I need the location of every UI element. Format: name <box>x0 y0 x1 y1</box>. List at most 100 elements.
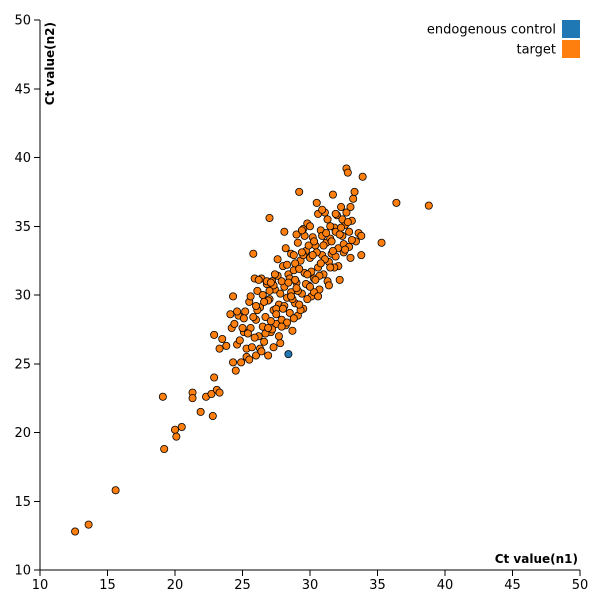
target-point <box>158 392 167 401</box>
y-tick-label: 40 <box>14 151 31 166</box>
target-point <box>231 366 240 375</box>
target-point <box>280 227 289 236</box>
target-point <box>377 238 386 247</box>
target-point <box>264 351 273 360</box>
target-point <box>295 300 304 309</box>
x-tick-label: 35 <box>369 578 386 593</box>
y-axis: 10 15 20 25 30 35 40 45 50 Ct value(n2) <box>14 14 57 579</box>
target-point <box>318 205 327 214</box>
target-point <box>335 275 344 284</box>
target-point <box>319 241 328 250</box>
target-point <box>272 310 281 319</box>
target-point <box>343 168 352 177</box>
target-point <box>84 520 93 529</box>
target-point <box>251 301 260 310</box>
target-point <box>295 187 304 196</box>
target-point <box>277 322 286 331</box>
target-point <box>327 237 336 246</box>
target-point <box>277 277 286 286</box>
target-point <box>207 389 216 398</box>
target-point <box>322 229 331 238</box>
target-point <box>260 297 269 306</box>
target-point <box>337 202 346 211</box>
x-tick-label: 10 <box>32 578 49 593</box>
target-point <box>303 270 312 279</box>
target-point <box>312 198 321 207</box>
target-point <box>229 292 238 301</box>
target-point <box>249 312 258 321</box>
target-point <box>326 263 335 272</box>
x-tick-label: 40 <box>437 578 454 593</box>
target-point <box>343 218 352 227</box>
target-point <box>241 307 250 316</box>
legend-swatch <box>562 40 580 58</box>
target-point <box>257 347 266 356</box>
y-tick-label: 15 <box>14 495 31 510</box>
target-point <box>229 358 238 367</box>
target-point <box>304 241 313 250</box>
target-point <box>246 292 255 301</box>
legend-label: endogenous control <box>427 23 556 38</box>
y-tick-label: 25 <box>14 357 31 372</box>
target-point <box>297 248 306 257</box>
target-point <box>177 422 186 431</box>
target-point <box>170 425 179 434</box>
y-tick-label: 45 <box>14 82 31 97</box>
target-point <box>308 251 317 260</box>
legend-swatch <box>562 20 580 38</box>
y-tick-label: 50 <box>14 14 31 29</box>
target-point <box>111 486 120 495</box>
target-point <box>276 289 285 298</box>
target-point <box>71 527 80 536</box>
target-point <box>345 227 354 236</box>
target-point <box>245 355 254 364</box>
target-point <box>276 339 285 348</box>
target-point <box>218 334 227 343</box>
target-point <box>237 358 246 367</box>
target-point <box>341 245 350 254</box>
target-point <box>305 222 314 231</box>
target-point <box>269 343 278 352</box>
target-point <box>347 235 356 244</box>
target-point <box>331 209 340 218</box>
target-point <box>172 432 181 441</box>
y-tick-label: 20 <box>14 426 31 441</box>
target-point <box>289 314 298 323</box>
target-point <box>287 292 296 301</box>
y-tick-label: 35 <box>14 220 31 235</box>
target-point <box>215 344 224 353</box>
target-point <box>316 259 325 268</box>
target-point <box>337 223 346 232</box>
target-point <box>293 238 302 247</box>
target-point <box>303 295 312 304</box>
x-tick-label: 30 <box>302 578 319 593</box>
target-point <box>346 253 355 262</box>
target-point <box>295 264 304 273</box>
y-tick-label: 30 <box>14 289 31 304</box>
target-point <box>326 222 335 231</box>
x-tick-label: 50 <box>572 578 589 593</box>
target-point <box>281 244 290 253</box>
target-point <box>305 282 314 291</box>
target-point <box>251 351 260 360</box>
target-point <box>222 341 231 350</box>
y-tick-label: 10 <box>14 564 31 579</box>
x-tick-label: 25 <box>234 578 251 593</box>
target-point <box>285 308 294 317</box>
target-point <box>270 270 279 279</box>
target-point <box>235 336 244 345</box>
target-point <box>346 202 355 211</box>
target-point <box>226 310 235 319</box>
target-point <box>283 318 292 327</box>
legend: endogenous control target <box>427 20 580 58</box>
target-point <box>328 190 337 199</box>
x-tick-label: 20 <box>167 578 184 593</box>
target-point <box>266 278 275 287</box>
target-point <box>249 249 258 258</box>
target-point <box>215 388 224 397</box>
target-point <box>160 444 169 453</box>
legend-label: target <box>516 43 556 58</box>
target-point <box>254 275 263 284</box>
target-point <box>289 251 298 260</box>
target-point <box>243 329 252 338</box>
